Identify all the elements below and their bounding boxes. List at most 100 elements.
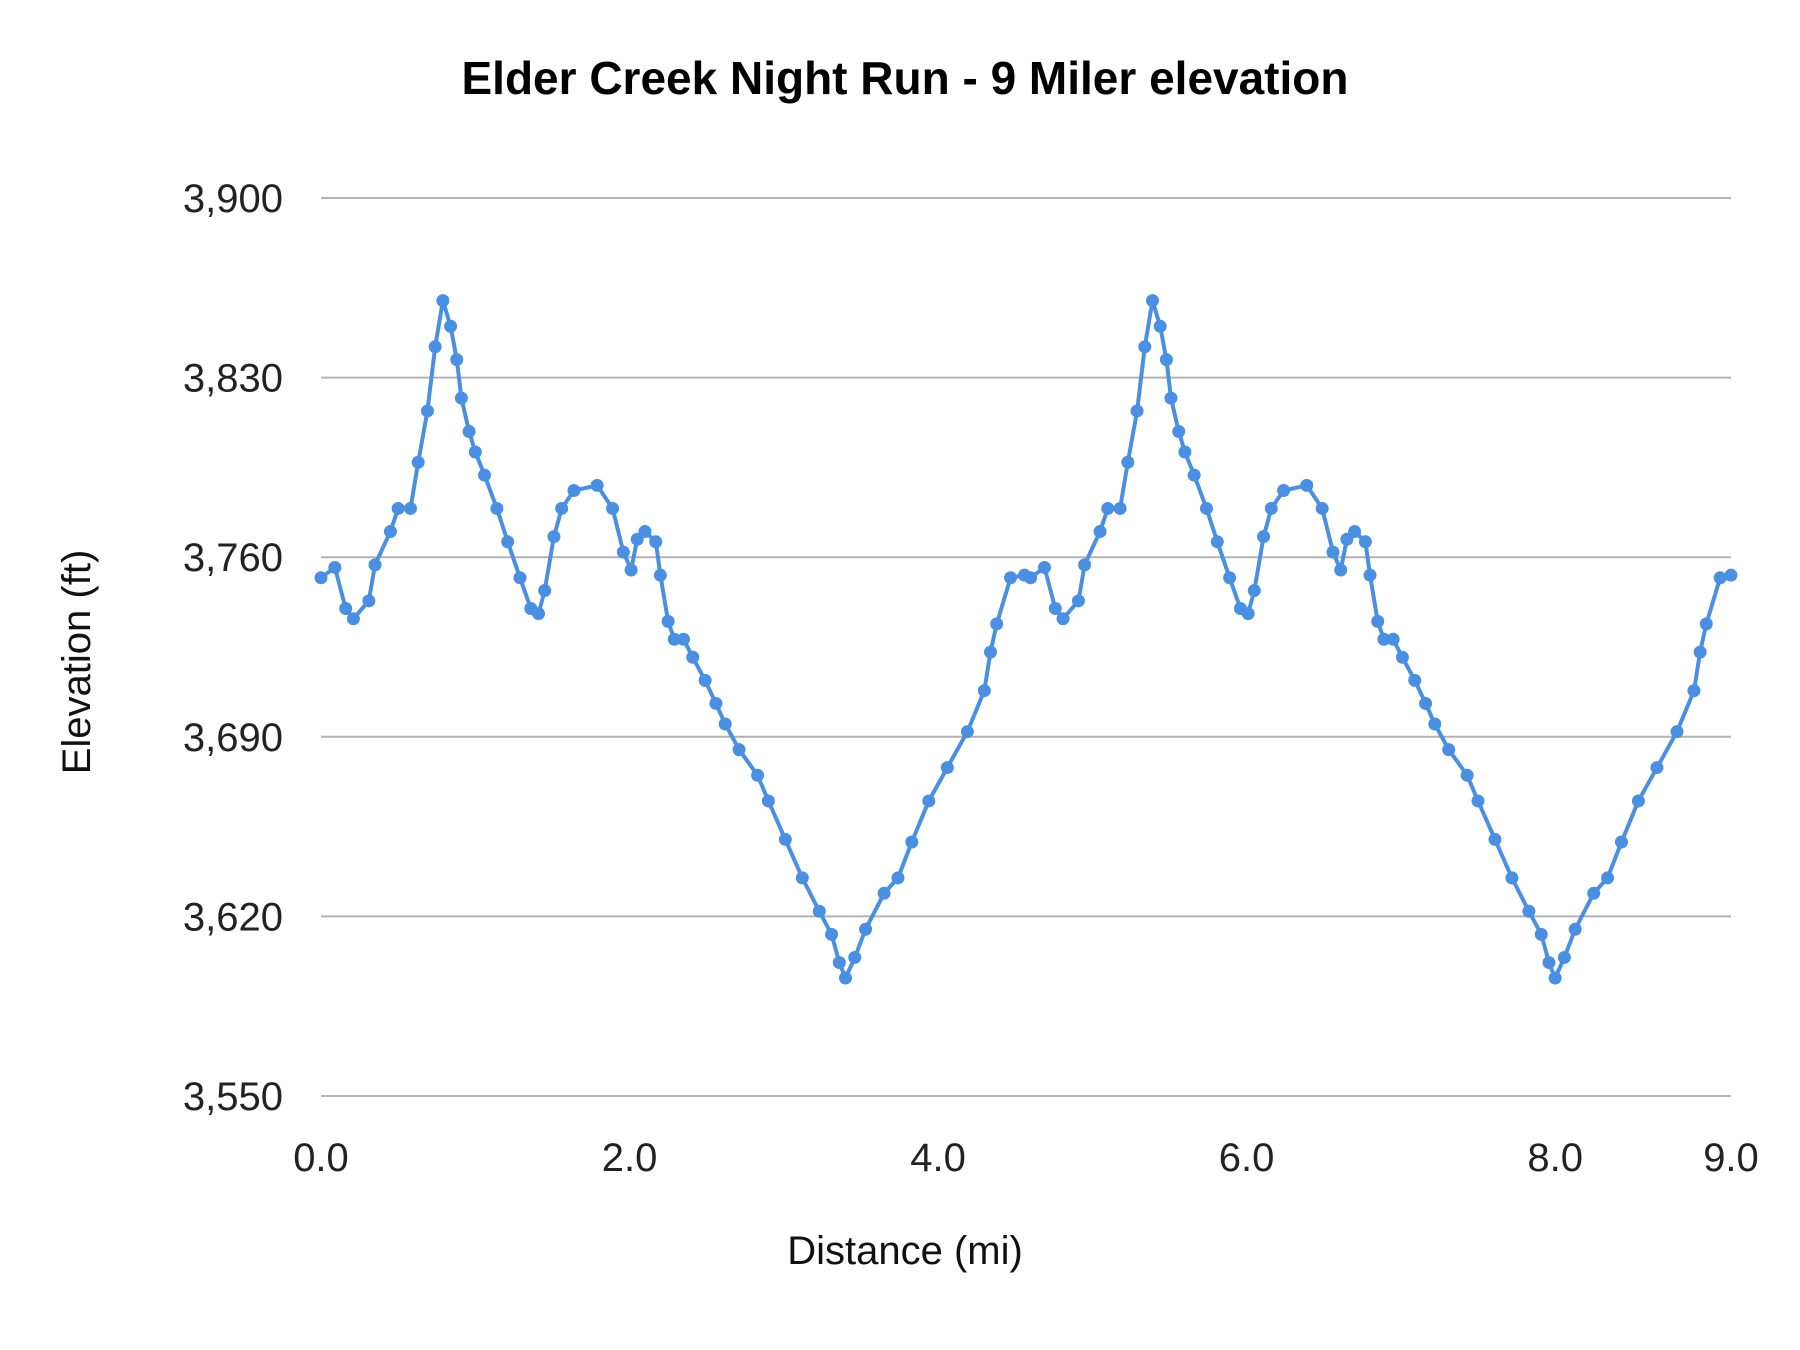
chart-title: Elder Creek Night Run - 9 Miler elevatio… <box>462 52 1349 104</box>
data-point <box>462 424 476 438</box>
x-tick-label: 6.0 <box>1219 1136 1275 1180</box>
data-point <box>1377 632 1391 646</box>
data-point <box>1159 353 1173 367</box>
data-point <box>1334 563 1348 577</box>
y-axis-ticks: 3,550 3,620 3,690 3,760 3,830 3,900 <box>183 177 283 1119</box>
data-point <box>638 525 652 539</box>
data-point <box>1713 571 1727 585</box>
data-point <box>1670 725 1684 739</box>
data-point <box>1693 645 1707 659</box>
x-tick-label: 9.0 <box>1703 1136 1759 1180</box>
data-point <box>778 832 792 846</box>
data-point <box>984 645 998 659</box>
data-point <box>977 684 991 698</box>
data-point <box>1048 602 1062 616</box>
data-point <box>1363 568 1377 582</box>
data-point <box>1348 525 1362 539</box>
gridlines <box>321 197 1731 1097</box>
data-point <box>420 404 434 418</box>
data-point <box>1315 501 1329 515</box>
data-point <box>1568 922 1582 936</box>
data-point <box>411 455 425 469</box>
data-point <box>1534 927 1548 941</box>
data-point <box>848 950 862 964</box>
data-point <box>1113 501 1127 515</box>
data-point <box>832 956 846 970</box>
data-point <box>1130 404 1144 418</box>
data-point <box>751 768 765 782</box>
y-tick-label: 3,830 <box>183 357 283 401</box>
data-point <box>686 650 700 664</box>
data-point <box>1587 886 1601 900</box>
data-point <box>1223 571 1237 585</box>
data-point <box>859 922 873 936</box>
data-point <box>1199 501 1213 515</box>
data-point <box>368 558 382 572</box>
data-point <box>1505 871 1519 885</box>
data-point <box>383 525 397 539</box>
data-point <box>1247 584 1261 598</box>
data-point <box>1395 650 1409 664</box>
data-point <box>1601 871 1615 885</box>
data-point <box>990 617 1004 631</box>
data-point <box>1024 571 1038 585</box>
data-point <box>532 607 546 621</box>
data-point <box>1631 794 1645 808</box>
data-point <box>1386 632 1400 646</box>
data-point <box>649 535 663 549</box>
x-axis-label: Distance (mi) <box>787 1229 1023 1273</box>
data-point <box>1145 294 1159 308</box>
data-point <box>606 501 620 515</box>
data-point <box>1101 501 1115 515</box>
data-point <box>1178 445 1192 459</box>
series-line <box>319 298 1732 980</box>
data-point <box>1071 594 1085 608</box>
data-point <box>362 594 376 608</box>
data-point <box>709 696 723 710</box>
data-point <box>891 871 905 885</box>
data-point <box>1522 904 1536 918</box>
data-point <box>1277 483 1291 497</box>
data-point <box>1038 560 1052 574</box>
data-point <box>555 501 569 515</box>
data-point <box>1241 607 1255 621</box>
data-point <box>825 927 839 941</box>
data-point <box>795 871 809 885</box>
data-point <box>1172 424 1186 438</box>
data-point <box>1187 468 1201 482</box>
data-point <box>490 501 504 515</box>
data-point <box>839 971 853 985</box>
y-tick-label: 3,550 <box>183 1075 283 1119</box>
data-point <box>1326 545 1340 559</box>
y-tick-label: 3,690 <box>183 716 283 760</box>
data-point <box>1650 761 1664 775</box>
data-point <box>454 391 468 405</box>
data-point <box>450 353 464 367</box>
data-point <box>547 530 561 544</box>
data-point <box>468 445 482 459</box>
data-point <box>436 294 450 308</box>
data-point <box>1724 568 1738 582</box>
y-axis-label: Elevation (ft) <box>55 550 99 775</box>
x-tick-label: 8.0 <box>1527 1136 1583 1180</box>
data-point <box>403 501 417 515</box>
data-point <box>1164 391 1178 405</box>
data-point <box>922 794 936 808</box>
data-point <box>391 501 405 515</box>
data-point <box>616 545 630 559</box>
data-point <box>960 725 974 739</box>
data-point <box>1264 501 1278 515</box>
data-point <box>1614 835 1628 849</box>
data-point <box>905 835 919 849</box>
data-point <box>444 319 458 333</box>
data-point <box>1078 558 1092 572</box>
data-point <box>1471 794 1485 808</box>
data-point <box>1687 684 1701 698</box>
data-point <box>1004 571 1018 585</box>
data-point <box>624 563 638 577</box>
data-point <box>1121 455 1135 469</box>
data-point <box>940 761 954 775</box>
data-point <box>1428 717 1442 731</box>
data-point <box>653 568 667 582</box>
